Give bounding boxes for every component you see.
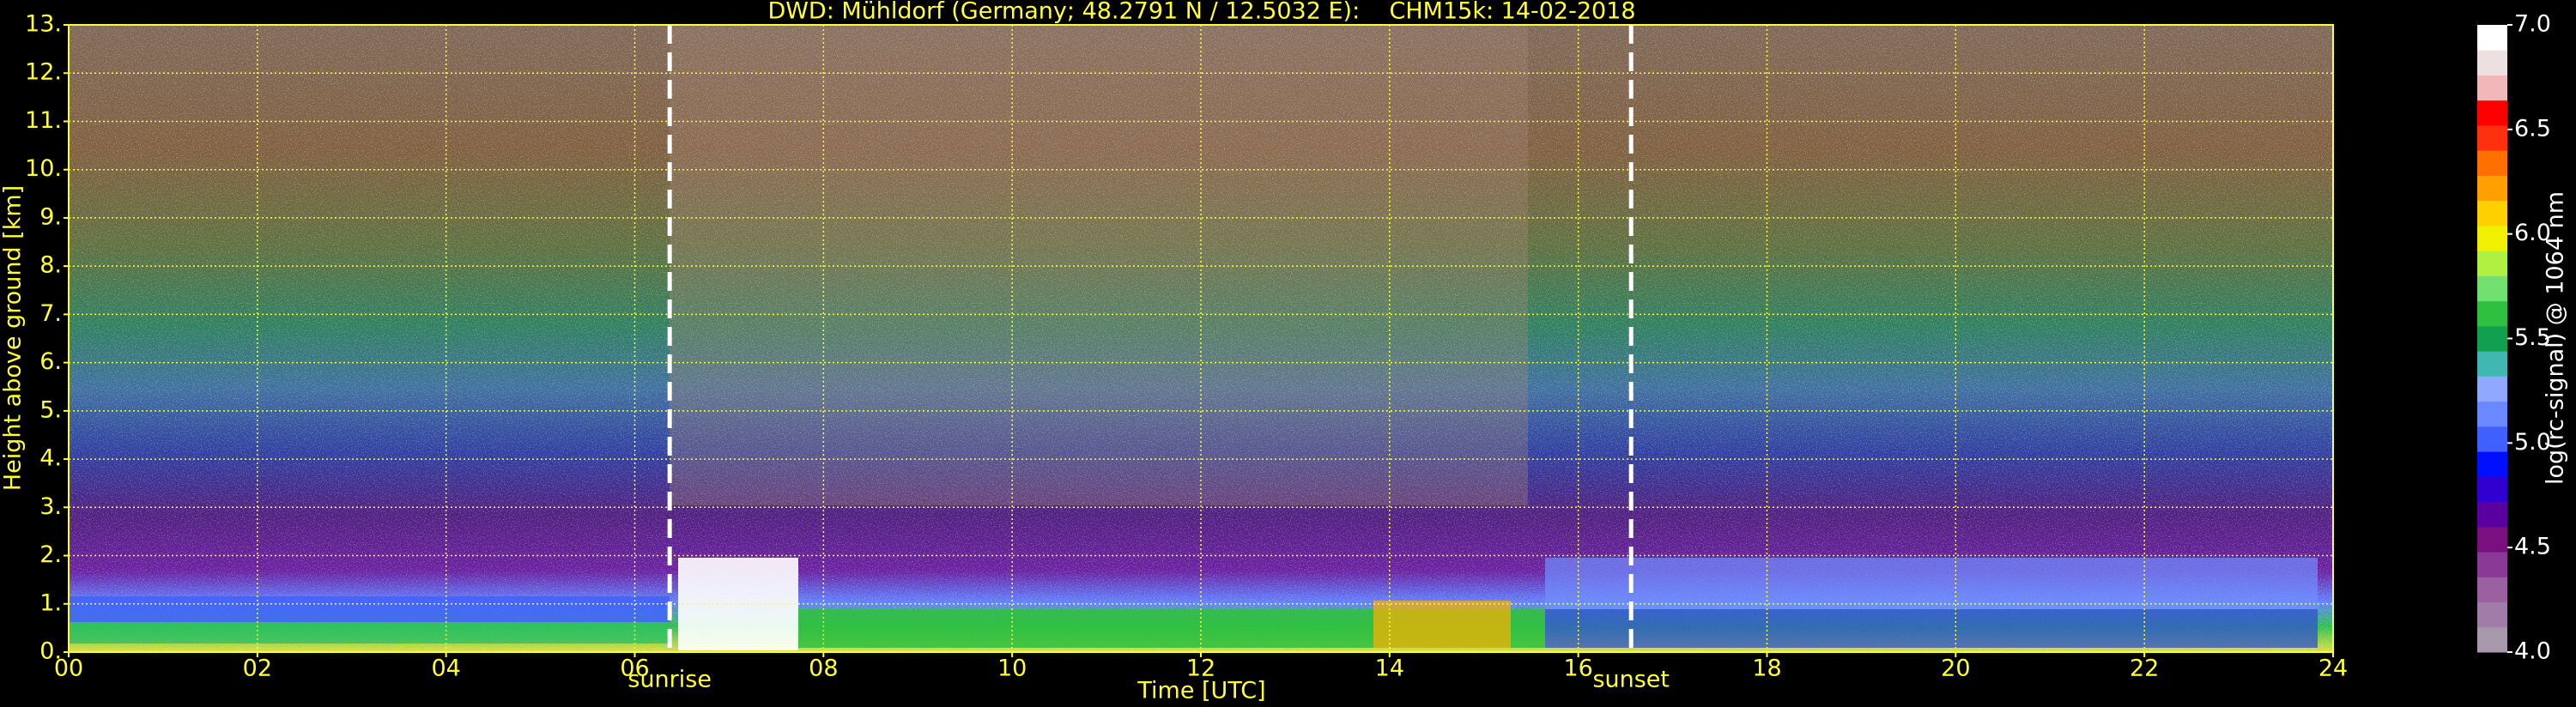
x-tick-label: 04: [431, 656, 460, 682]
colorbar-band: [2477, 50, 2507, 76]
colorbar-band: [2477, 150, 2507, 176]
y-tick-label: 3.: [39, 493, 62, 520]
colorbar-band: [2477, 175, 2507, 202]
x-tick-label: 06: [620, 656, 649, 682]
y-tick-label: 10.: [25, 155, 62, 182]
colorbar-band: [2477, 300, 2507, 327]
colorbar-tick-label: 6.5: [2514, 115, 2551, 142]
x-tick-label: 10: [997, 656, 1027, 682]
y-axis-label: Height above ground [km]: [0, 185, 27, 491]
y-tick-label: 9.: [39, 203, 62, 230]
x-axis-label: Time [UTC]: [1136, 678, 1265, 704]
x-tick-label: 24: [2318, 656, 2348, 682]
colorbar-band: [2477, 552, 2507, 577]
colorbar-band: [2477, 401, 2507, 427]
x-tick-label: 18: [1752, 656, 1781, 682]
x-tick-label: 22: [2130, 656, 2159, 682]
colorbar-band: [2477, 124, 2507, 151]
x-tick-label: 00: [54, 656, 83, 682]
colorbar-band: [2477, 25, 2507, 51]
colorbar-tick-label: 4.0: [2514, 638, 2551, 665]
colorbar-band: [2477, 601, 2507, 628]
colorbar-band: [2477, 476, 2507, 503]
y-tick-label: 5.: [39, 396, 62, 423]
x-tick-label: 08: [809, 656, 838, 682]
colorbar-tick-label: 5.5: [2514, 324, 2551, 351]
colorbar-band: [2477, 100, 2507, 126]
colorbar-band: [2477, 351, 2507, 377]
y-tick-label: 7.: [39, 300, 62, 327]
colorbar-band: [2477, 251, 2507, 276]
colorbar-label: log(rc-signal) @ 1064 nm: [2543, 191, 2569, 485]
chart-title: DWD: Mühldorf (Germany; 48.2791 N / 12.5…: [767, 0, 1635, 25]
y-tick-label: 4.: [39, 445, 62, 472]
y-tick-label: 0.: [39, 638, 62, 665]
y-tick-label: 8.: [39, 252, 62, 279]
y-tick-label: 1.: [39, 589, 62, 616]
colorbar-band: [2477, 426, 2507, 452]
colorbar-tick-label: 6.0: [2514, 220, 2551, 246]
colorbar-band: [2477, 376, 2507, 402]
x-tick-label: 12: [1186, 656, 1215, 682]
y-tick-label: 6.: [39, 348, 62, 375]
x-tick-label: 16: [1563, 656, 1592, 682]
colorbar-band: [2477, 275, 2507, 302]
y-tick-label: 2.: [39, 541, 62, 568]
colorbar-band: [2477, 200, 2507, 227]
colorbar-tick-label: 4.5: [2514, 534, 2551, 560]
y-tick-label: 12.: [25, 59, 62, 86]
colorbar-band: [2477, 75, 2507, 101]
colorbar-band: [2477, 526, 2507, 553]
colorbar-tick-label: 7.0: [2514, 11, 2551, 38]
y-tick-label: 13.: [25, 11, 62, 38]
annotation-label: sunset: [1592, 667, 1670, 693]
x-tick-label: 20: [1941, 656, 1970, 682]
colorbar-band: [2477, 325, 2507, 352]
colorbar-band: [2477, 577, 2507, 603]
colorbar-band: [2477, 626, 2507, 653]
colorbar-band: [2477, 451, 2507, 477]
colorbar-tick-label: 5.0: [2514, 429, 2551, 456]
plot-frame: [68, 24, 2334, 653]
colorbar-band: [2477, 501, 2507, 528]
annotation-label: sunrise: [627, 667, 712, 693]
colorbar-band: [2477, 225, 2507, 251]
x-tick-label: 14: [1375, 656, 1404, 682]
y-tick-label: 11.: [25, 107, 62, 134]
x-tick-label: 02: [243, 656, 272, 682]
